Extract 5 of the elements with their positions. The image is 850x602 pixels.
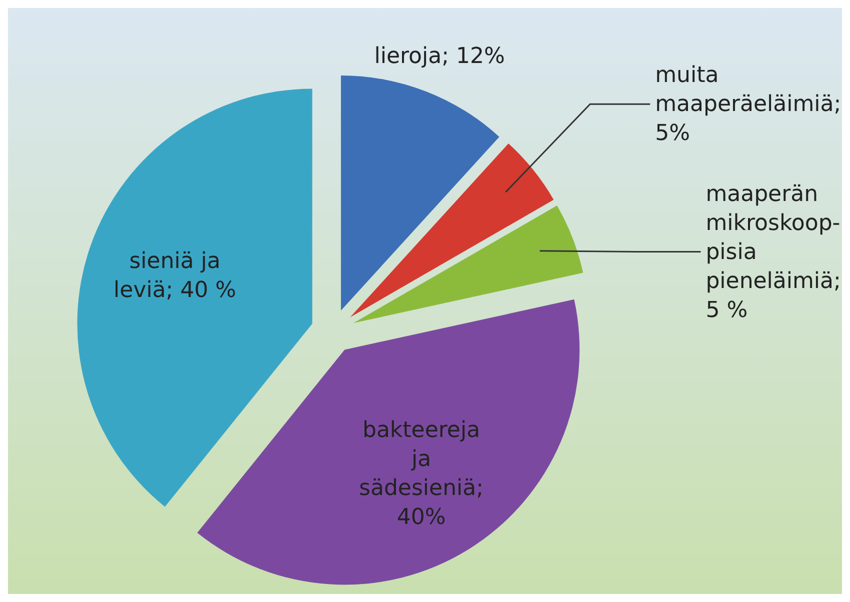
slice-label: muita maaperäeläimiä; 5% — [655, 62, 842, 146]
slice-label: bakteereja ja sädesieniä; 40% — [359, 418, 484, 530]
slice-label: sieniä ja leviä; 40 % — [114, 248, 236, 302]
slice-label: lieroja; 12% — [374, 43, 505, 68]
slice-label: maaperän mikroskoop- pisia pieneläimiä; 5 % — [706, 181, 841, 322]
